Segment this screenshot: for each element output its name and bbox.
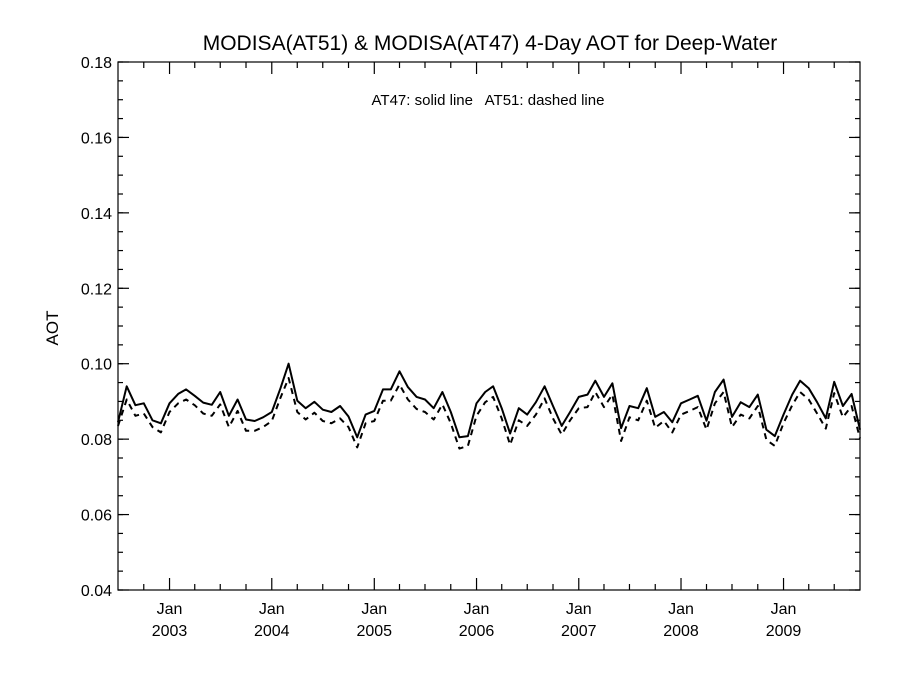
series-line-at47 bbox=[117, 362, 861, 439]
x-tick-year-label: 2003 bbox=[152, 623, 188, 640]
series-lines bbox=[117, 362, 861, 450]
y-tick-label: 0.16 bbox=[81, 130, 112, 147]
chart-title: MODISA(AT51) & MODISA(AT47) 4-Day AOT fo… bbox=[203, 32, 778, 55]
x-tick-month-label: Jan bbox=[259, 601, 285, 618]
y-tick-label: 0.12 bbox=[81, 281, 112, 298]
y-tick-label: 0.14 bbox=[81, 206, 112, 223]
x-tick-year-label: 2004 bbox=[254, 623, 290, 640]
x-tick-year-label: 2006 bbox=[459, 623, 495, 640]
x-tick-year-label: 2007 bbox=[561, 623, 597, 640]
x-tick-month-label: Jan bbox=[566, 601, 592, 618]
y-tick-label: 0.10 bbox=[81, 357, 112, 374]
y-tick-label: 0.18 bbox=[81, 55, 112, 72]
x-tick-year-label: 2008 bbox=[663, 623, 699, 640]
y-axis: 0.04 0.06 0.08 0.10 0.12 0.14 0.16 0.18 bbox=[81, 55, 860, 600]
x-tick-month-label: Jan bbox=[668, 601, 694, 618]
x-tick-month-label: Jan bbox=[361, 601, 387, 618]
y-tick-label: 0.06 bbox=[81, 508, 112, 525]
x-tick-year-label: 2009 bbox=[766, 623, 802, 640]
x-tick-month-label: Jan bbox=[464, 601, 490, 618]
x-tick-month-label: Jan bbox=[157, 601, 183, 618]
x-axis: Jan 2003 Jan 2004 Jan 2005 Jan 2006 Jan 2007 Jan 20… bbox=[143, 62, 835, 640]
x-tick-year-label: 2005 bbox=[356, 623, 392, 640]
y-axis-label: AOT bbox=[43, 311, 62, 346]
line-style-annotation: AT47: solid line AT51: dashed line bbox=[372, 92, 605, 109]
plot-frame bbox=[117, 61, 861, 591]
y-tick-label: 0.04 bbox=[81, 583, 112, 600]
series-line-at51 bbox=[117, 377, 861, 450]
y-tick-label: 0.08 bbox=[81, 432, 112, 449]
x-tick-month-label: Jan bbox=[771, 601, 797, 618]
